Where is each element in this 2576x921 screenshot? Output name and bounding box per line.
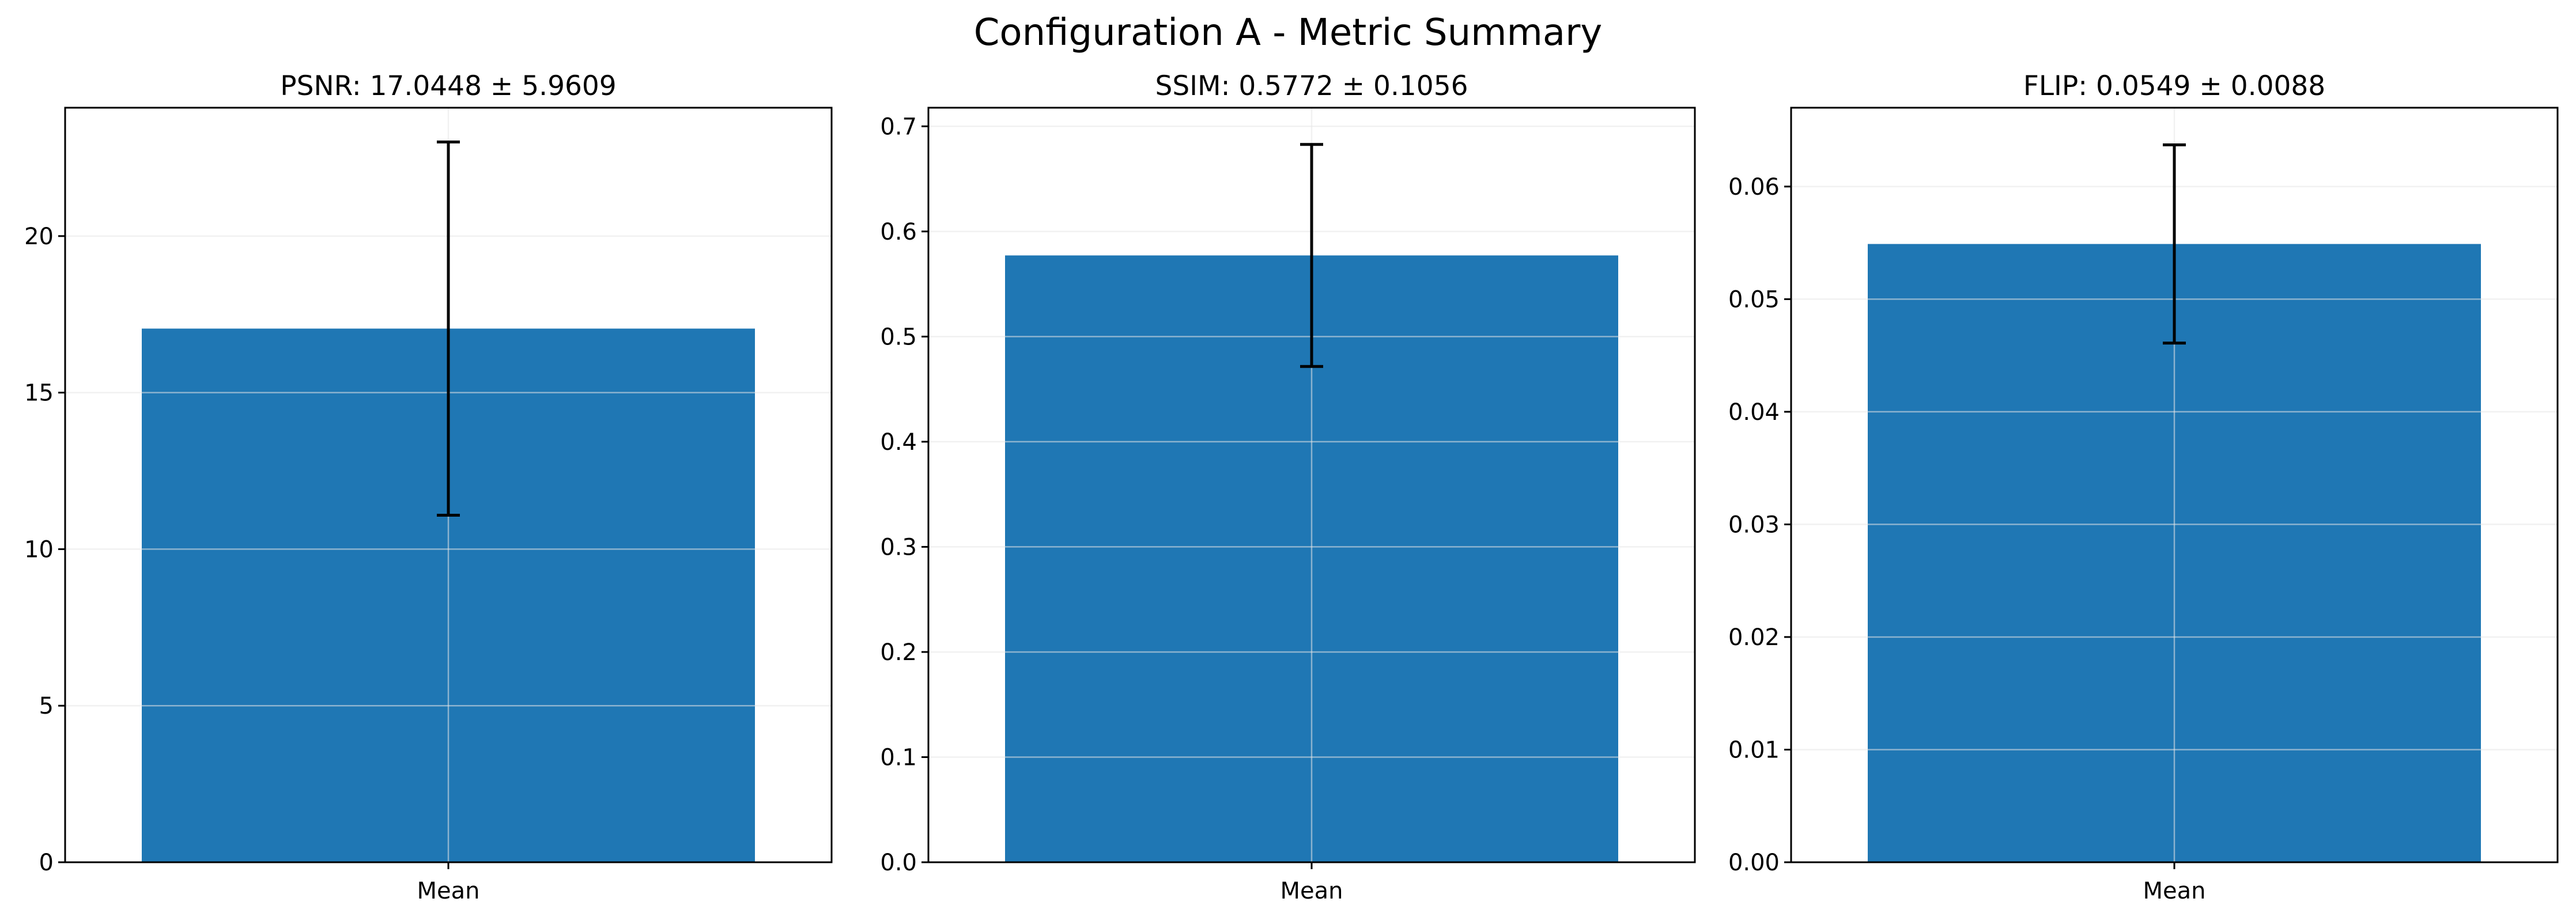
figure-title: Configuration A - Metric Summary: [974, 12, 1603, 54]
chart-panel-1: PSNR: 17.0448 ± 5.9609 0 5 10 15 20 Mean: [24, 70, 833, 904]
y-tick-label: 0.2: [880, 639, 917, 666]
y-tick-label: 0.4: [880, 429, 917, 456]
y-tick-label: 0.03: [1728, 511, 1780, 538]
panel-title: SSIM: 0.5772 ± 0.1056: [1155, 70, 1468, 102]
x-tick-label: Mean: [2143, 878, 2206, 904]
y-tick-label: 0.02: [1728, 624, 1780, 651]
y-tick-label: 20: [24, 223, 54, 250]
y-tick-label: 0.1: [880, 744, 917, 771]
panel-title: PSNR: 17.0448 ± 5.9609: [280, 70, 616, 102]
x-tick-label: Mean: [1281, 878, 1343, 904]
y-tick-label: 0.3: [880, 534, 917, 560]
y-tick-label: 0.04: [1728, 399, 1780, 426]
y-tick-label: 5: [39, 693, 54, 719]
panel-title: FLIP: 0.0549 ± 0.0088: [2023, 70, 2325, 102]
y-tick-label: 0.05: [1728, 286, 1780, 313]
y-tick-label: 10: [24, 536, 54, 563]
y-tick-label: 0.00: [1728, 850, 1780, 876]
y-tick-label: 0.06: [1728, 174, 1780, 200]
y-tick-label: 0.01: [1728, 737, 1780, 763]
y-tick-label: 15: [24, 380, 54, 407]
chart-panel-2: SSIM: 0.5772 ± 0.1056 0.0 0.1 0.2 0.3 0.4 0.5 0…: [880, 70, 1696, 904]
x-tick-label: Mean: [417, 878, 480, 904]
y-tick-label: 0.5: [880, 324, 917, 350]
chart-panel-3: FLIP: 0.0549 ± 0.0088 0.00 0.01 0.02 0.03 0.0…: [1728, 70, 2559, 904]
y-tick-label: 0: [39, 850, 54, 876]
y-tick-label: 0.0: [880, 850, 917, 876]
y-tick-label: 0.6: [880, 219, 917, 245]
y-tick-label: 0.7: [880, 113, 917, 140]
